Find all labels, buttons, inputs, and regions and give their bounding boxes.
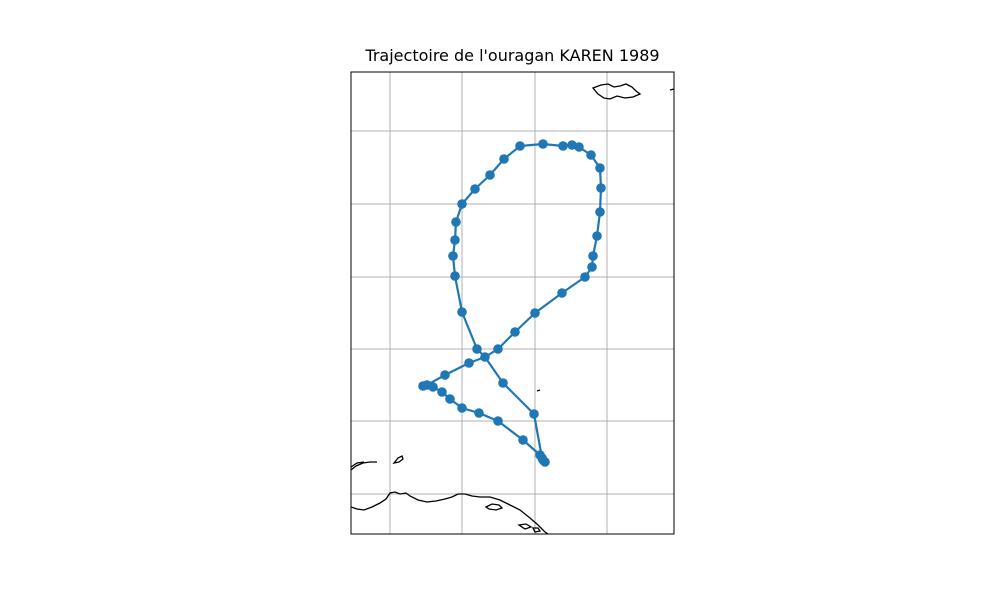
coastline-north-edge — [669, 88, 674, 91]
track-point — [493, 416, 503, 426]
track-point — [595, 163, 605, 173]
track-point — [595, 207, 605, 217]
coastline-islet — [517, 523, 533, 530]
track-point — [470, 184, 480, 194]
coastline-islet — [531, 527, 542, 533]
track-point — [510, 327, 520, 337]
track-point — [445, 394, 455, 404]
track-point — [580, 272, 590, 282]
track-point — [587, 262, 597, 272]
track-point — [480, 352, 490, 362]
track-point — [474, 408, 484, 418]
coastline-hispaniola — [351, 491, 549, 534]
track-points — [418, 139, 606, 467]
track-point — [464, 358, 474, 368]
coastline-islet — [484, 503, 504, 511]
track-point — [418, 381, 428, 391]
track-point — [457, 307, 467, 317]
track-point — [457, 403, 467, 413]
track-point — [499, 154, 509, 164]
track-point — [440, 370, 450, 380]
coastlines — [351, 83, 674, 534]
track-point — [472, 344, 482, 354]
track-point — [450, 271, 460, 281]
track-point — [574, 142, 584, 152]
map-frame — [350, 71, 675, 535]
track-point — [518, 435, 528, 445]
track-point — [538, 455, 548, 465]
track-point — [485, 170, 495, 180]
track-point — [448, 251, 458, 261]
coastline-north-landmass — [591, 83, 642, 100]
track-point — [586, 150, 596, 160]
storm-track — [418, 139, 606, 467]
track-point — [428, 382, 438, 392]
track-point — [457, 199, 467, 209]
map-background — [351, 72, 674, 534]
track-point — [538, 139, 548, 149]
track-point — [596, 183, 606, 193]
coastline-islet — [536, 389, 541, 392]
graticule — [351, 72, 674, 534]
track-point — [592, 231, 602, 241]
track-point — [588, 251, 598, 261]
track-point — [451, 217, 461, 227]
track-point — [493, 344, 503, 354]
track-point — [437, 387, 447, 397]
track-point — [529, 409, 539, 419]
coastline-cuba — [351, 461, 377, 471]
track-point — [530, 308, 540, 318]
map-title: Trajectoire de l'ouragan KAREN 1989 — [365, 46, 660, 65]
track-point — [498, 378, 508, 388]
coastline-island-small — [392, 455, 404, 464]
track-point — [450, 235, 460, 245]
track-point — [558, 141, 568, 151]
track-point — [515, 141, 525, 151]
track-point — [557, 288, 567, 298]
